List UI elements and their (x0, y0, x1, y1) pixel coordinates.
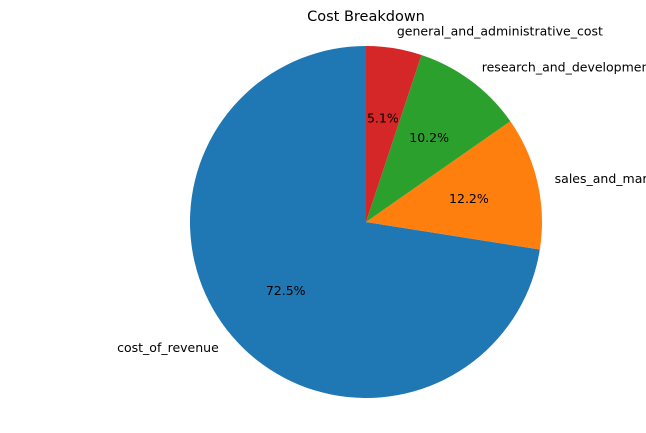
slice-label-cost-of-revenue: cost_of_revenue (117, 340, 219, 355)
slice-label-general-and-administrative-cost: general_and_administrative_cost (397, 23, 603, 38)
pie-slice-research-and-development-cost (366, 54, 511, 223)
slice-label-research-and-development-cost: research_and_development_cost (482, 59, 646, 74)
percent-label-research-and-development-cost: 10.2% (409, 130, 449, 145)
pie-labels: cost_of_revenue 72.5% sales_and_marketing_… (117, 23, 646, 355)
slice-label-sales-and-marketing-cost: sales_and_marketing_cost (555, 171, 646, 186)
chart-title: Cost Breakdown (307, 9, 425, 25)
pie-slice-cost-of-revenue (189, 46, 540, 398)
percent-label-cost-of-revenue: 72.5% (266, 283, 306, 298)
percent-label-sales-and-marketing-cost: 12.2% (449, 191, 489, 206)
pie-slice-general-and-administrative-cost (366, 46, 422, 222)
pie-slice-sales-and-marketing-cost (366, 121, 542, 250)
percent-label-general-and-administrative-cost: 5.1% (367, 110, 399, 125)
pie-slices (189, 46, 542, 398)
